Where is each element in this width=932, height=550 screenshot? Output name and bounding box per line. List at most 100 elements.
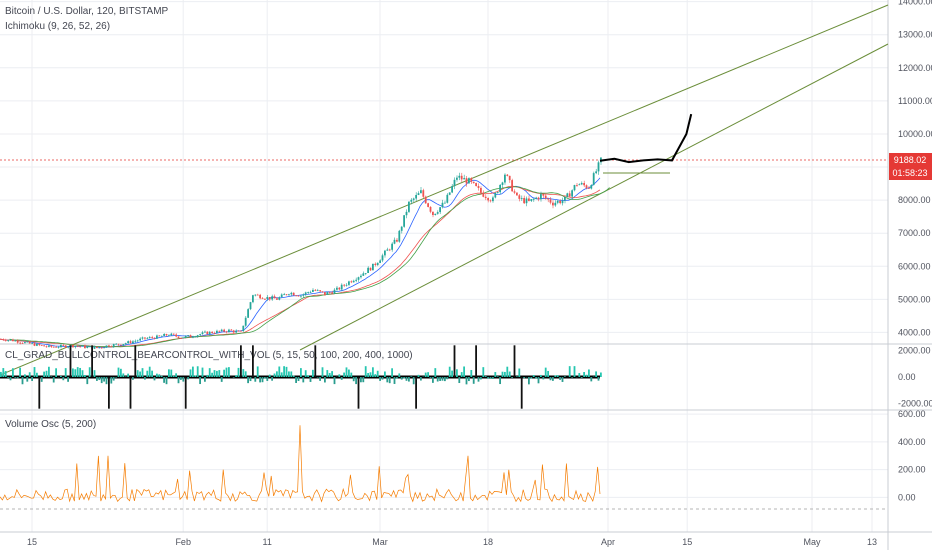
bullbear-bar	[460, 372, 463, 377]
bullbear-bar	[7, 377, 9, 378]
bullbear-bar	[456, 369, 458, 377]
price-pane[interactable]	[0, 4, 889, 376]
bullbear-bar	[429, 377, 432, 378]
price-tick-label: 12000.00	[898, 63, 932, 73]
candle-body	[208, 331, 211, 335]
candle-body	[204, 331, 206, 333]
volume-osc-tick-label: 200.00	[898, 465, 926, 475]
bullbear-indicator-label[interactable]: CL_GRAD_BULLCONTROL_BEARCONTROL_WITH_VOL…	[5, 350, 413, 361]
candle-body	[367, 267, 369, 274]
candle-body	[93, 346, 96, 349]
bullbear-bar	[528, 377, 530, 385]
time-tick-label: 18	[483, 537, 493, 547]
bullbear-bar	[350, 372, 353, 377]
bullbear-bar	[192, 366, 194, 377]
time-axis[interactable]: 15Feb11Mar18Apr15May13Jun17Jul1529	[27, 537, 932, 547]
time-tick-label: 15	[27, 537, 37, 547]
time-tick-label: Feb	[175, 537, 191, 547]
bullbear-bar	[132, 377, 134, 380]
bullbear-bar	[115, 377, 117, 378]
bullbear-bar	[348, 369, 350, 377]
candle-body	[552, 202, 554, 206]
candle-body	[249, 302, 252, 310]
symbol-title: Bitcoin / U.S. Dollar, 120, BITSTAMP	[5, 6, 169, 17]
bullbear-bar	[573, 366, 576, 377]
candle-body	[168, 335, 170, 337]
bullbear-bar	[585, 374, 588, 377]
bullbear-bar	[434, 368, 437, 377]
bullbear-bar	[496, 376, 499, 377]
bullbear-bar	[247, 377, 249, 384]
candle-body	[9, 339, 12, 341]
volume-osc-tick-label: 0.00	[898, 492, 916, 502]
channel-upper-line[interactable]	[0, 4, 889, 376]
candle-body	[50, 345, 53, 347]
bullbear-bar	[225, 367, 228, 377]
bullbear-bar	[343, 372, 345, 377]
candle-body	[163, 333, 165, 336]
projection-drawing[interactable]	[599, 113, 693, 164]
bullbear-bar	[48, 366, 50, 377]
bullbear-bar	[266, 377, 269, 381]
bullbear-bar	[376, 370, 379, 377]
candle-body	[592, 173, 595, 186]
candle-body	[177, 336, 180, 339]
bullbear-bar	[492, 377, 494, 379]
candle-body	[153, 337, 156, 339]
bullbear-bar	[537, 377, 540, 384]
bullbear-bar	[540, 374, 542, 377]
bullbear-bar	[16, 377, 19, 379]
candle-body	[12, 339, 14, 342]
candle-body	[549, 199, 552, 203]
bullbear-bar	[36, 372, 38, 377]
candle-body	[427, 203, 429, 207]
bullbear-bar	[463, 366, 465, 377]
bullbear-bar	[352, 377, 355, 382]
bullbear-bar	[364, 366, 367, 377]
candle-body	[158, 335, 161, 337]
bullbear-bar	[31, 377, 33, 381]
bullbear-bar	[64, 368, 67, 377]
bullbear-bar	[146, 370, 149, 377]
bullbear-pane[interactable]	[0, 345, 602, 409]
candle-body	[496, 192, 499, 194]
bullbear-bar	[448, 366, 451, 377]
bullbear-bar	[532, 375, 535, 377]
candle-body	[276, 298, 278, 300]
candle-body	[348, 281, 350, 285]
candle-body	[146, 337, 149, 339]
bullbear-bar	[91, 345, 93, 377]
candle-body	[595, 171, 597, 174]
candle-body	[362, 273, 365, 276]
candle-body	[568, 193, 571, 197]
candle-body	[458, 175, 461, 178]
channel-lower-line[interactable]	[299, 43, 889, 351]
bullbear-bar	[556, 375, 559, 377]
candle-body	[331, 292, 333, 294]
candle-body	[537, 197, 540, 200]
candle-body	[124, 343, 127, 345]
candle-body	[513, 191, 516, 193]
bullbear-bar	[504, 371, 506, 377]
bullbear-bar	[405, 377, 408, 381]
candle-body	[523, 197, 525, 204]
candle-body	[520, 197, 523, 199]
bullbear-bar	[374, 374, 377, 377]
bullbear-bar	[67, 377, 69, 382]
bullbear-bar	[480, 377, 482, 380]
candle-body	[88, 346, 91, 348]
candle-body	[376, 262, 379, 265]
bullbear-bar	[268, 374, 271, 377]
bullbear-bar	[280, 372, 283, 377]
price-tick-label: 11000.00	[898, 96, 932, 106]
bullbear-bar	[508, 371, 511, 377]
volume-osc-label[interactable]: Volume Osc (5, 200)	[5, 419, 96, 430]
bullbear-bar	[564, 376, 566, 377]
candle-body	[4, 340, 7, 341]
candle-body	[420, 190, 422, 194]
ichimoku-label[interactable]: Ichimoku (9, 26, 52, 26)	[5, 21, 110, 32]
bullbear-bar	[583, 372, 585, 377]
bullbear-bar	[319, 377, 321, 381]
svg-text:9188.02: 9188.02	[894, 155, 927, 165]
